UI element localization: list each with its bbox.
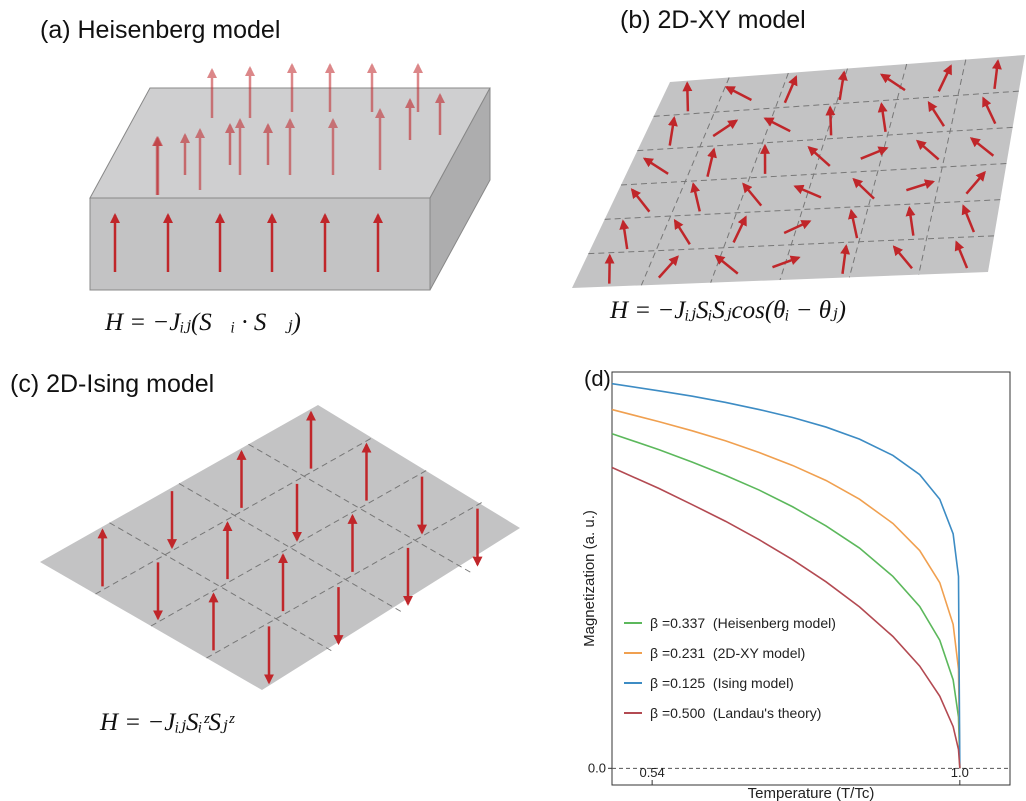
ising-diagram bbox=[40, 405, 520, 690]
panel-label: (d) bbox=[584, 366, 611, 391]
legend-label: β =0.500 (Landau's theory) bbox=[650, 705, 821, 721]
figure: (a) Heisenberg model H = −Jᵢⱼ(S⃗ᵢ · S⃗ⱼ)… bbox=[0, 0, 1026, 801]
panel-title: (a) Heisenberg model bbox=[40, 16, 280, 44]
x-axis-title: Temperature (T/Tc) bbox=[748, 785, 875, 801]
y-tick-label: 0.0 bbox=[588, 760, 606, 775]
x-tick-label: 0.54 bbox=[639, 765, 664, 780]
spin-arrow bbox=[687, 83, 688, 111]
panel-title: (b) 2D-XY model bbox=[620, 6, 806, 34]
plot-frame bbox=[612, 372, 1010, 785]
formula: H = −Jᵢⱼ(S⃗ᵢ · S⃗ⱼ) bbox=[104, 309, 301, 336]
legend-label: β =0.231 (2D-XY model) bbox=[650, 645, 805, 661]
panel-title: (c) 2D-Ising model bbox=[10, 370, 214, 398]
plane bbox=[40, 405, 520, 690]
heisenberg-diagram bbox=[90, 65, 490, 290]
formula: H = −JᵢⱼSᵢSⱼcos(θᵢ − θⱼ) bbox=[609, 297, 846, 324]
legend-label: β =0.125 (Ising model) bbox=[650, 675, 794, 691]
formula: H = −JᵢⱼSᵢᶻSⱼᶻ bbox=[99, 709, 236, 736]
spin-arrow bbox=[830, 107, 831, 135]
magnetization-chart: (d) Temperature (T/Tc) Magnetization (a. u… bbox=[581, 366, 1010, 801]
y-axis-title: Magnetization (a. u.) bbox=[581, 510, 598, 647]
plane bbox=[572, 55, 1025, 288]
legend-label: β =0.337 (Heisenberg model) bbox=[650, 615, 836, 631]
xy-diagram bbox=[572, 55, 1025, 288]
